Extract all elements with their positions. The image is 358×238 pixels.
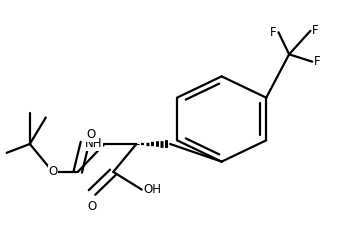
Text: NH: NH <box>85 138 103 150</box>
Text: O: O <box>87 200 97 213</box>
Text: O: O <box>48 165 58 178</box>
Text: OH: OH <box>144 183 161 196</box>
Text: O: O <box>87 128 96 141</box>
Text: F: F <box>270 26 277 39</box>
Text: F: F <box>312 24 319 37</box>
Text: F: F <box>314 55 321 68</box>
